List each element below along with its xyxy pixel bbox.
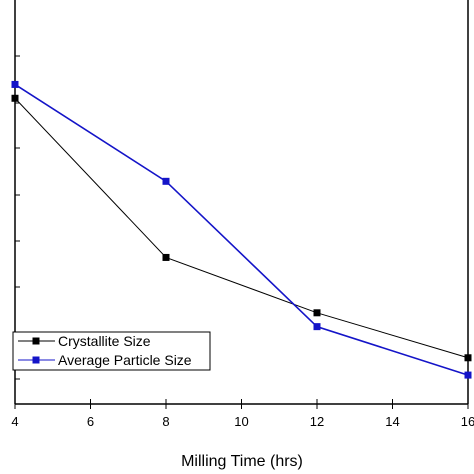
legend-marker-crystallite [32,337,40,345]
x-tick-label: 12 [310,414,324,429]
data-point-series-1 [11,80,19,88]
x-tick-label: 16 [461,414,474,429]
legend-label-particle: Average Particle Size [58,352,192,368]
x-tick-label: 10 [234,414,248,429]
data-point-series-1 [464,371,472,379]
legend-label-crystallite: Crystallite Size [58,333,151,349]
data-point-series-1 [313,323,321,331]
legend-marker-particle [32,356,40,364]
x-tick-label: 14 [385,414,399,429]
data-point-series-0 [11,94,19,102]
series-layer [11,80,472,379]
series-line-0 [14,97,469,359]
legend: Crystallite Size Average Particle Size [12,331,211,371]
x-tick-label: 6 [87,414,94,429]
x-tick-label: 8 [162,414,169,429]
data-point-series-0 [162,253,170,261]
series-line-1 [14,83,469,376]
data-point-series-1 [162,177,170,185]
legend-box [12,331,211,371]
x-axis-title: Milling Time (hrs) [181,453,303,470]
data-point-series-0 [313,309,321,317]
data-point-series-0 [464,354,472,362]
x-tick-label: 4 [11,414,18,429]
